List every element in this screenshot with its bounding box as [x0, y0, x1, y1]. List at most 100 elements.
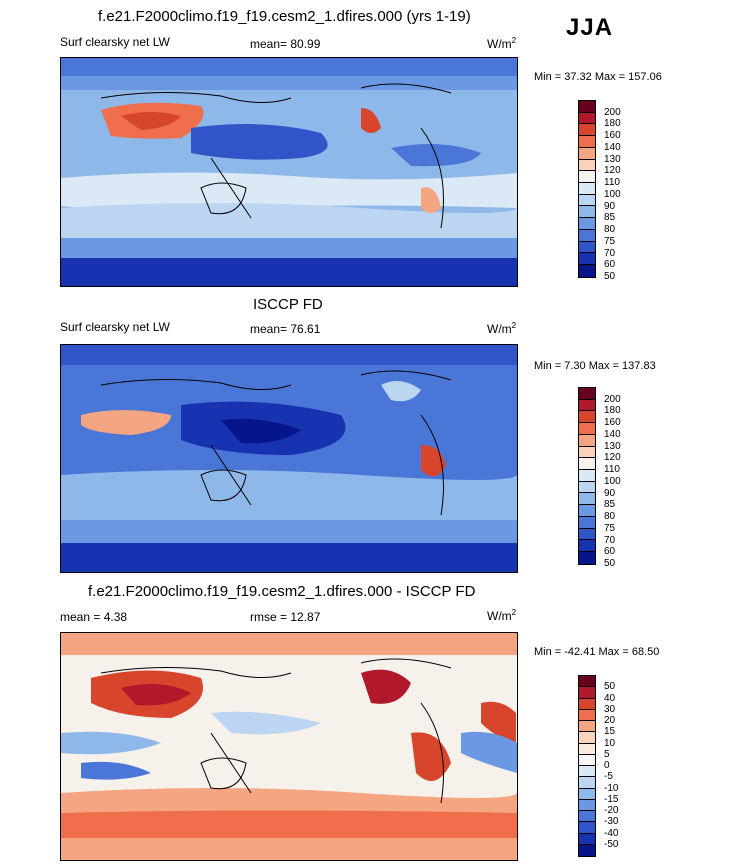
panel1-colorbar-tick-label: 50	[604, 272, 615, 282]
panel1-colorbar-tick-label: 75	[604, 237, 615, 247]
panel3-colorbar-tick-label: 30	[604, 705, 615, 715]
panel3-colorbar-tick-label: -5	[604, 772, 613, 782]
panel3-colorbar-swatch	[579, 744, 595, 755]
panel1-minmax: Min = 37.32 Max = 157.06	[534, 71, 662, 83]
panel3-colorbar-swatch	[579, 800, 595, 811]
panel1-colorbar-tick-label: 200	[604, 108, 621, 118]
panel1-colorbar-tick-label: 80	[604, 225, 615, 235]
panel2-colorbar-tick-label: 50	[604, 559, 615, 569]
panel1-colorbar-tick-label: 120	[604, 166, 621, 176]
panel2-variable-label: Surf clearsky net LW	[60, 320, 170, 334]
panel3-colorbar-tick-label: 40	[604, 694, 615, 704]
panel1-colorbar-swatch	[579, 242, 595, 254]
panel3-colorbar-tick-label: -30	[604, 817, 618, 827]
panel1-colorbar-swatch	[579, 253, 595, 265]
panel1-colorbar-tick-label: 90	[604, 202, 615, 212]
panel2-colorbar-swatch	[579, 411, 595, 423]
panel2-colorbar-swatch	[579, 540, 595, 552]
panel2-colorbar-tick-label: 140	[604, 430, 621, 440]
panel3-colorbar-tick-label: 0	[604, 761, 610, 771]
panel2-colorbar-tick-label: 80	[604, 512, 615, 522]
panel3-colorbar-tick-label: -10	[604, 784, 618, 794]
panel1-colorbar-swatch	[579, 160, 595, 172]
panel3-colorbar-swatch	[579, 699, 595, 710]
panel3-colorbar-swatch	[579, 687, 595, 698]
panel3-colorbar-tick-label: 10	[604, 739, 615, 749]
panel3-colorbar-tick-label: -40	[604, 829, 618, 839]
panel1-colorbar-swatch	[579, 171, 595, 183]
panel1-colorbar-swatch	[579, 265, 595, 277]
panel2-colorbar-swatch	[579, 388, 595, 400]
panel3-colorbar-tick-label: -20	[604, 806, 618, 816]
panel3-title: f.e21.F2000climo.f19_f19.cesm2_1.dfires.…	[88, 583, 475, 600]
panel3-colorbar-swatch	[579, 845, 595, 856]
panel1-colorbar-swatch	[579, 136, 595, 148]
panel2-colorbar-swatch	[579, 447, 595, 459]
panel2-colorbar-tick-label: 120	[604, 453, 621, 463]
panel1-colorbar-swatch	[579, 124, 595, 136]
panel2-colorbar-tick-label: 180	[604, 406, 621, 416]
panel3-colorbar-swatch	[579, 721, 595, 732]
panel2-mean-label: mean= 76.61	[250, 322, 320, 336]
panel1-colorbar-swatch	[579, 230, 595, 242]
panel3-colorbar	[578, 675, 596, 857]
panel1-colorbar-tick-label: 110	[604, 178, 620, 188]
panel3-colorbar-swatch	[579, 822, 595, 833]
panel2-colorbar-swatch	[579, 493, 595, 505]
panel1-colorbar-tick-label: 140	[604, 143, 621, 153]
panel2-colorbar-tick-label: 100	[604, 477, 621, 487]
panel1-colorbar-tick-label: 85	[604, 213, 615, 223]
panel2-colorbar-tick-label: 110	[604, 465, 620, 475]
panel3-colorbar-tick-label: 15	[604, 727, 615, 737]
panel1-colorbar-tick-label: 100	[604, 190, 621, 200]
panel2-colorbar-tick-label: 75	[604, 524, 615, 534]
panel1-colorbar-tick-label: 70	[604, 249, 615, 259]
panel2-colorbar-tick-label: 90	[604, 489, 615, 499]
panel1-colorbar-swatch	[579, 113, 595, 125]
panel2-minmax: Min = 7.30 Max = 137.83	[534, 360, 656, 372]
panel2-colorbar-swatch	[579, 458, 595, 470]
panel3-colorbar-swatch	[579, 777, 595, 788]
panel1-colorbar-swatch	[579, 101, 595, 113]
panel3-colorbar-swatch	[579, 755, 595, 766]
panel1-units: W/m2	[487, 36, 516, 51]
panel2-colorbar-tick-label: 60	[604, 547, 615, 557]
panel3-colorbar-tick-label: 5	[604, 750, 610, 760]
panel1-colorbar	[578, 100, 596, 278]
panel1-colorbar-tick-label: 60	[604, 260, 615, 270]
panel2-colorbar-tick-label: 85	[604, 500, 615, 510]
panel3-rmse-label: rmse = 12.87	[250, 610, 320, 624]
panel2-colorbar-tick-label: 200	[604, 395, 621, 405]
panel3-colorbar-swatch	[579, 766, 595, 777]
panel2-colorbar-tick-label: 130	[604, 442, 621, 452]
panel1-colorbar-swatch	[579, 195, 595, 207]
panel2-colorbar-swatch	[579, 517, 595, 529]
panel3-colorbar-swatch	[579, 811, 595, 822]
panel1-colorbar-swatch	[579, 206, 595, 218]
panel3-colorbar-tick-label: -50	[604, 840, 618, 850]
panel3-colorbar-swatch	[579, 834, 595, 845]
panel3-colorbar-tick-label: -15	[604, 795, 618, 805]
panel2-colorbar-tick-label: 70	[604, 536, 615, 546]
panel3-colorbar-tick-label: 20	[604, 716, 615, 726]
panel2-colorbar-swatch	[579, 470, 595, 482]
panel2-colorbar-swatch	[579, 482, 595, 494]
panel3-colorbar-swatch	[579, 676, 595, 687]
panel1-title: f.e21.F2000climo.f19_f19.cesm2_1.dfires.…	[98, 8, 471, 25]
panel2-title: ISCCP FD	[253, 296, 323, 313]
panel1-colorbar-tick-label: 130	[604, 155, 621, 165]
panel3-colorbar-swatch	[579, 710, 595, 721]
panel2-colorbar-swatch	[579, 552, 595, 564]
panel2-colorbar-swatch	[579, 435, 595, 447]
season-label: JJA	[566, 14, 613, 42]
panel1-colorbar-tick-label: 180	[604, 119, 621, 129]
panel3-units: W/m2	[487, 608, 516, 623]
panel2-colorbar-swatch	[579, 400, 595, 412]
panel2-map	[60, 344, 518, 573]
panel2-colorbar-tick-label: 160	[604, 418, 621, 428]
panel3-mean-label: mean = 4.38	[60, 610, 127, 624]
panel3-colorbar-swatch	[579, 732, 595, 743]
panel2-colorbar-swatch	[579, 529, 595, 541]
panel2-units: W/m2	[487, 321, 516, 336]
panel1-colorbar-swatch	[579, 148, 595, 160]
